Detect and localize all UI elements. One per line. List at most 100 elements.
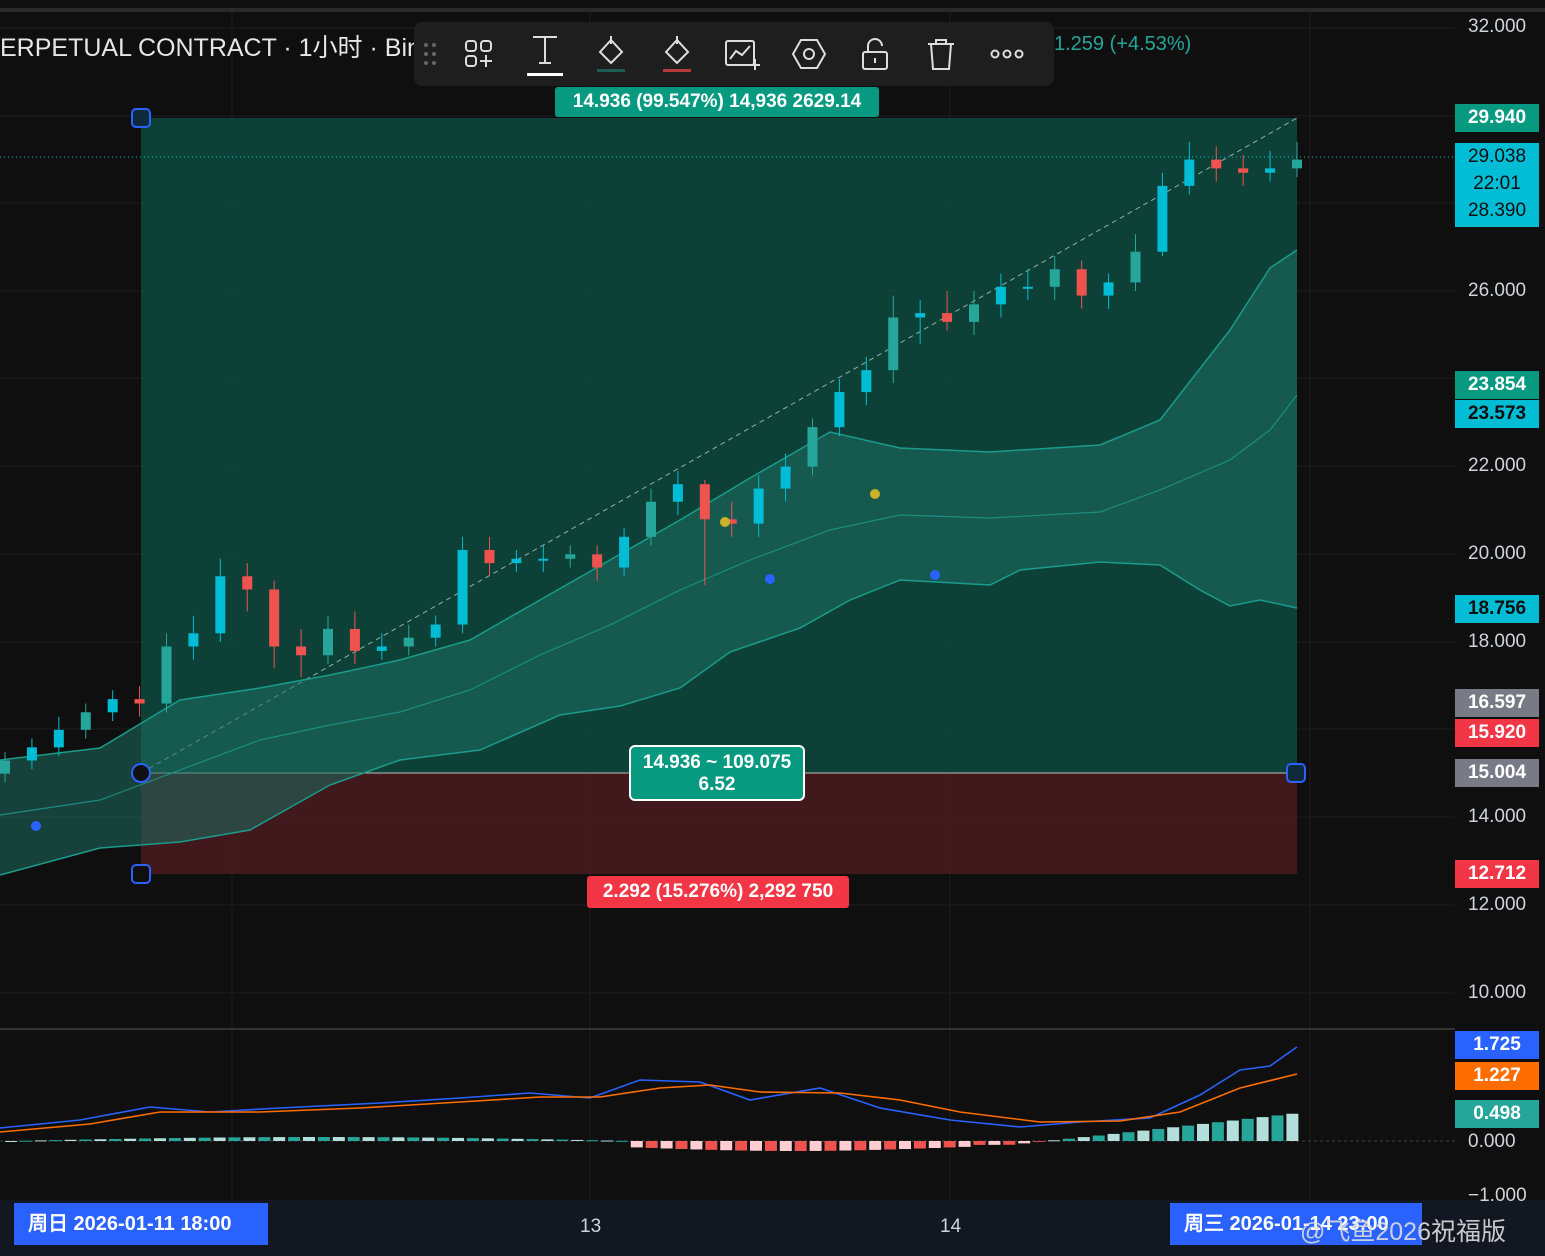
add-alert-icon[interactable] [710, 22, 776, 86]
lock-icon[interactable] [842, 22, 908, 86]
signal-dot [765, 574, 775, 584]
price-tick: 26.000 [1468, 280, 1527, 301]
macd-bar [541, 1139, 554, 1141]
macd-bar [1122, 1132, 1135, 1141]
macd-bar [109, 1138, 122, 1141]
candle-body [296, 646, 307, 656]
bottom-left-handle [131, 864, 151, 884]
macd-bar [630, 1141, 643, 1148]
macd-bar [303, 1137, 315, 1141]
candle-body [134, 699, 145, 704]
macd-bar [1241, 1118, 1254, 1141]
line-color-icon[interactable] [644, 22, 710, 86]
more-icon[interactable] [974, 22, 1040, 86]
right-handle [1286, 763, 1306, 783]
settings-icon[interactable] [776, 22, 842, 86]
candle-body [376, 646, 387, 651]
measure-center-box[interactable]: 14.936 ~ 109.075 6.52 [629, 745, 805, 801]
delete-icon[interactable] [908, 22, 974, 86]
macd-bar [556, 1139, 569, 1141]
macd-bar [481, 1138, 494, 1141]
macd-bar [705, 1141, 718, 1150]
macd-bar [928, 1141, 941, 1148]
macd-bar [764, 1141, 777, 1151]
candle-body [161, 646, 172, 704]
candle-body [969, 304, 979, 322]
bollinger-band [0, 250, 1297, 875]
fill-color-icon[interactable] [578, 22, 644, 86]
macd-bar [198, 1137, 211, 1141]
macd-bar [601, 1140, 613, 1142]
signal-dot [870, 489, 880, 499]
signal-tag: 1.227 [1455, 1062, 1539, 1090]
macd-bar [958, 1141, 971, 1147]
candle-body [323, 628, 333, 656]
open-price: 28.390 [1467, 200, 1527, 221]
macd-bar [690, 1141, 703, 1150]
macd-bar [154, 1138, 166, 1141]
macd-bar [1197, 1123, 1209, 1141]
candle-body [726, 519, 737, 524]
candle-body [1076, 269, 1087, 296]
template-icon[interactable] [446, 22, 512, 86]
price-tick: 12.000 [1468, 894, 1527, 915]
macd-bar [1211, 1122, 1224, 1141]
macd-bar [1226, 1120, 1239, 1141]
macd-bar [1167, 1127, 1180, 1141]
price-tag: 12.712 [1455, 860, 1539, 888]
macd-bar [794, 1141, 807, 1151]
macd-bar [452, 1137, 464, 1141]
macd-bar [19, 1140, 32, 1142]
candle-body [1211, 159, 1222, 169]
candle-body [834, 392, 845, 428]
macd-bar [854, 1141, 867, 1151]
candle-body [242, 576, 253, 590]
candle-body [403, 637, 414, 647]
macd-bar [1033, 1141, 1046, 1142]
candle-body [646, 501, 656, 537]
macd-bar [913, 1141, 926, 1149]
candle-body [1157, 185, 1168, 252]
candle-body [1292, 159, 1302, 169]
candle-body [188, 633, 199, 647]
macd-bar [362, 1137, 375, 1141]
candle-body [1265, 168, 1276, 173]
macd-bar [586, 1140, 599, 1142]
macd-bar [720, 1141, 733, 1151]
macd-bar [824, 1141, 837, 1151]
price-tag: 23.573 [1455, 400, 1539, 428]
price-tick: 14.000 [1468, 806, 1527, 827]
candle-body [349, 628, 360, 651]
macd-bar [347, 1137, 360, 1141]
candle-body [1238, 168, 1249, 173]
candle-body [672, 484, 683, 502]
macd-bar [988, 1141, 1001, 1145]
macd-bar [735, 1141, 748, 1151]
price-tag: 29.940 [1455, 104, 1539, 132]
candle-body [269, 589, 280, 647]
macd-bar [1092, 1135, 1105, 1141]
grip-icon[interactable] [414, 22, 446, 86]
macd-bar [511, 1138, 524, 1141]
macd-bar [1048, 1140, 1060, 1142]
start-date-label: 周日 2026-01-11 18:00 [14, 1203, 268, 1245]
drawing-toolbar [414, 22, 1054, 86]
macd-bar [943, 1141, 956, 1148]
time-tick: 14 [940, 1216, 962, 1237]
price-tick: 18.000 [1468, 631, 1527, 652]
macd-histogram [5, 1113, 1299, 1151]
current-price: 29.038 [1467, 146, 1527, 167]
candle-body [1184, 159, 1195, 186]
text-icon[interactable] [512, 22, 578, 86]
macd-bar [273, 1137, 286, 1141]
macd-bar [1077, 1137, 1090, 1141]
measure-bottom-label: 2.292 (15.276%) 2,292 750 [587, 876, 849, 908]
macd-bar [64, 1139, 77, 1141]
macd-bar [243, 1137, 256, 1141]
macd-bar [168, 1138, 181, 1141]
signal-line [0, 1073, 1298, 1133]
candle-body [26, 747, 37, 761]
macd-bar [422, 1137, 435, 1141]
candle-body [780, 466, 791, 489]
